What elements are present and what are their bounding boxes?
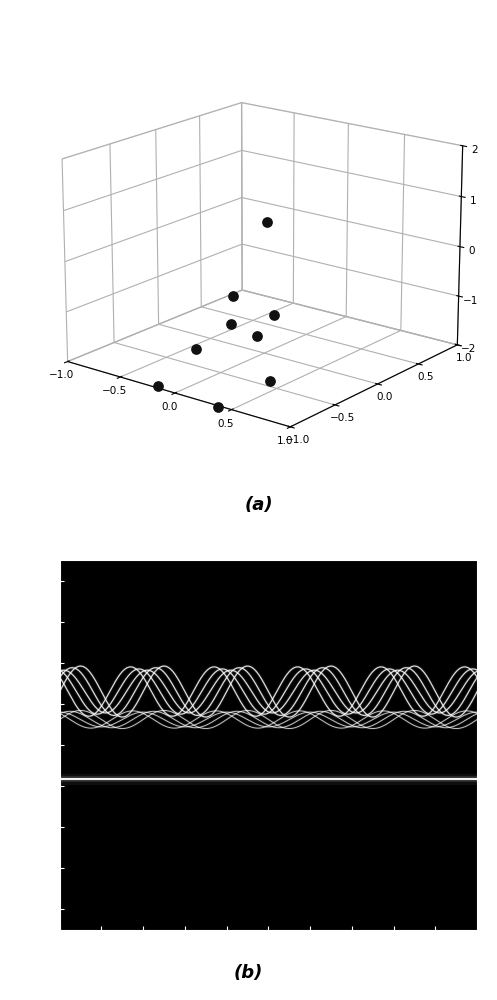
Text: (b): (b) xyxy=(234,964,263,982)
Text: (a): (a) xyxy=(244,496,273,514)
